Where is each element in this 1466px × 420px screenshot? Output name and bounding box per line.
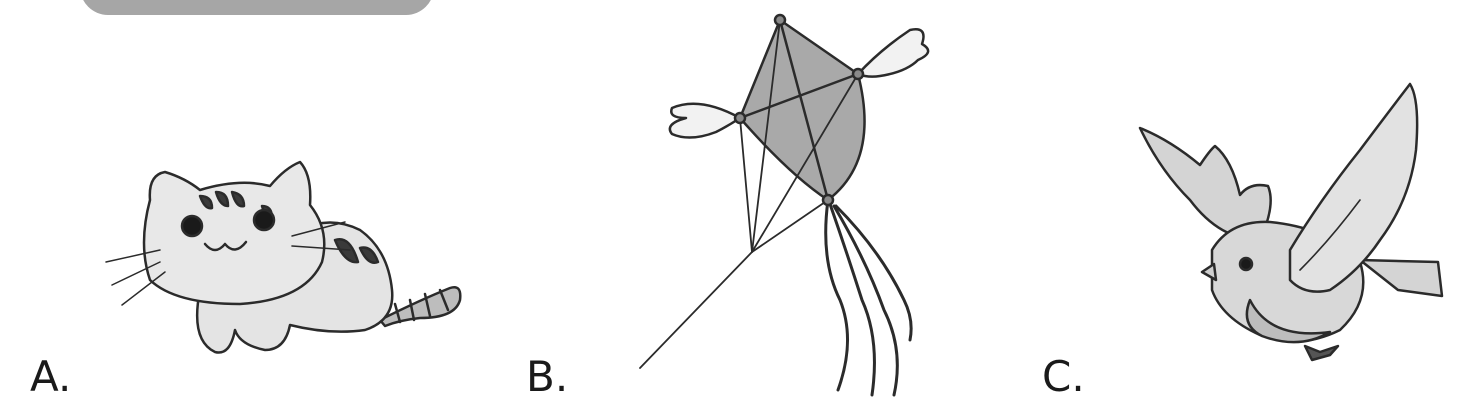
option-a-label: A. bbox=[30, 352, 72, 401]
option-c-label: C. bbox=[1042, 352, 1085, 401]
option-b-label: B. bbox=[526, 352, 569, 401]
header-tab bbox=[80, 0, 434, 15]
